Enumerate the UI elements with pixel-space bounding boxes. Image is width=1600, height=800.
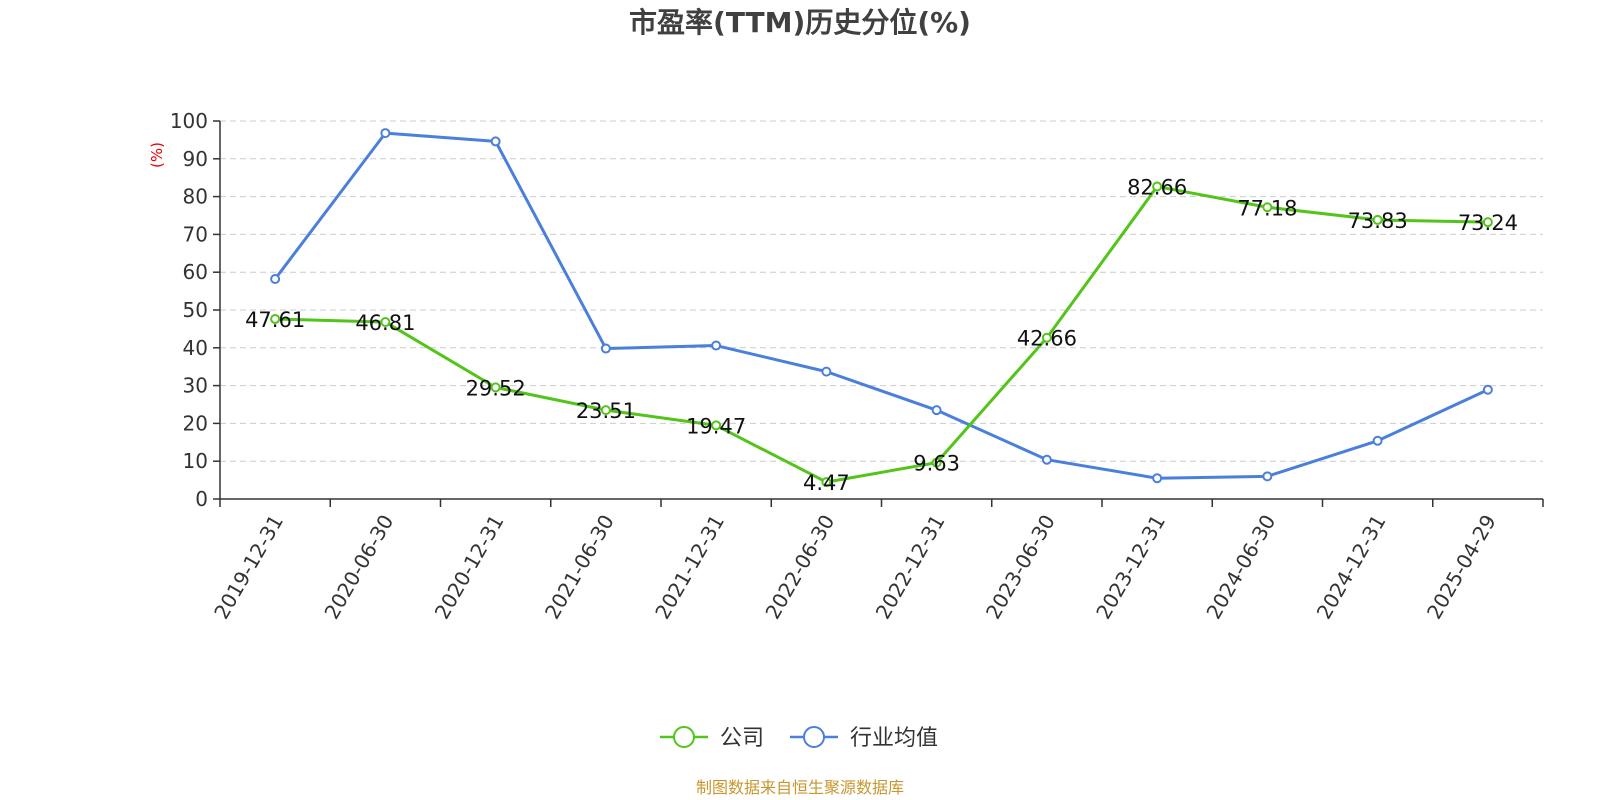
data-point[interactable] (821, 366, 832, 377)
legend-item-company[interactable]: 公司 (660, 726, 764, 751)
y-tick-label: 10 (183, 449, 208, 473)
data-label: 47.61 (245, 308, 305, 332)
data-point[interactable] (711, 340, 722, 351)
data-label: 82.66 (1127, 176, 1187, 200)
y-tick-label: 70 (183, 222, 208, 246)
x-tick-label: 2019-12-31 (209, 511, 288, 624)
data-label: 19.47 (686, 414, 746, 438)
legend-marker-icon (803, 726, 825, 748)
legend-label: 行业均值 (850, 726, 938, 751)
series-line-company (275, 185, 1488, 484)
legend-marker-icon (673, 726, 695, 748)
data-point[interactable] (600, 405, 611, 416)
y-axis-label: (%) (148, 142, 166, 168)
data-point[interactable] (1262, 471, 1273, 482)
data-point[interactable] (270, 314, 281, 325)
x-tick-label: 2023-12-31 (1091, 511, 1170, 624)
y-tick-label: 0 (195, 487, 208, 511)
data-point[interactable] (931, 405, 942, 416)
data-point[interactable] (270, 274, 281, 285)
data-point[interactable] (380, 128, 391, 139)
y-tick-label: 30 (183, 374, 208, 398)
data-point[interactable] (380, 317, 391, 328)
legend-label: 公司 (720, 726, 764, 751)
data-point[interactable] (711, 420, 722, 431)
series-line-industry-average (273, 131, 1489, 480)
x-tick-label: 2020-12-31 (430, 511, 509, 624)
data-label: 42.66 (1017, 327, 1077, 351)
legend[interactable]: 公司 行业均值 (660, 726, 938, 751)
data-label: 4.47 (803, 471, 850, 495)
x-tick-label: 2021-06-30 (540, 511, 619, 624)
data-point[interactable] (1262, 202, 1273, 213)
data-point[interactable] (1372, 214, 1383, 225)
data-label: 46.81 (355, 311, 415, 335)
data-point[interactable] (1152, 181, 1163, 192)
x-tick-label: 2024-12-31 (1312, 511, 1391, 624)
data-label: 29.52 (466, 376, 526, 400)
x-tick-label: 2021-12-31 (650, 511, 729, 624)
y-tick-label: 100 (170, 109, 208, 133)
data-point[interactable] (1041, 454, 1052, 465)
data-label: 23.51 (576, 399, 636, 423)
data-point[interactable] (821, 477, 832, 488)
source-note: 制图数据来自恒生聚源数据库 (696, 778, 904, 797)
data-point[interactable] (931, 457, 942, 468)
data-point[interactable] (490, 136, 501, 147)
x-tick-label: 2025-04-29 (1422, 511, 1501, 624)
data-label: 73.24 (1458, 211, 1518, 235)
y-tick-label: 50 (183, 298, 208, 322)
data-point[interactable] (600, 343, 611, 354)
data-label: 9.63 (913, 452, 960, 476)
axes: 0 10 20 30 40 50 60 70 80 90 100 2019-12-31 2020-06-… (170, 109, 1544, 624)
data-labels: 47.61 46.81 29.52 23.51 19.47 4.47 9.63 42.66 82… (245, 176, 1518, 496)
x-tick-label: 2020-06-30 (319, 511, 398, 624)
y-tick-label: 40 (183, 336, 208, 360)
data-point[interactable] (1041, 332, 1052, 343)
data-point[interactable] (1152, 473, 1163, 484)
y-tick-label: 90 (183, 147, 208, 171)
x-tick-label: 2024-06-30 (1201, 511, 1280, 624)
series (270, 128, 1493, 488)
data-point[interactable] (1482, 384, 1493, 395)
data-label: 73.83 (1348, 209, 1408, 233)
x-tick-label: 2022-06-30 (760, 511, 839, 624)
y-tick-label: 60 (183, 260, 208, 284)
x-tick-label: 2022-12-31 (871, 511, 950, 624)
data-point[interactable] (490, 382, 501, 393)
chart-title: 市盈率(TTM)历史分位(%) (629, 6, 971, 39)
y-tick-label: 80 (183, 185, 208, 209)
data-label: 77.18 (1237, 196, 1297, 220)
legend-item-industry-average[interactable]: 行业均值 (790, 726, 938, 751)
y-tick-label: 20 (183, 411, 208, 435)
x-tick-label: 2023-06-30 (981, 511, 1060, 624)
data-point[interactable] (1482, 217, 1493, 228)
grid-lines (220, 120, 1543, 462)
data-point[interactable] (1372, 435, 1383, 446)
